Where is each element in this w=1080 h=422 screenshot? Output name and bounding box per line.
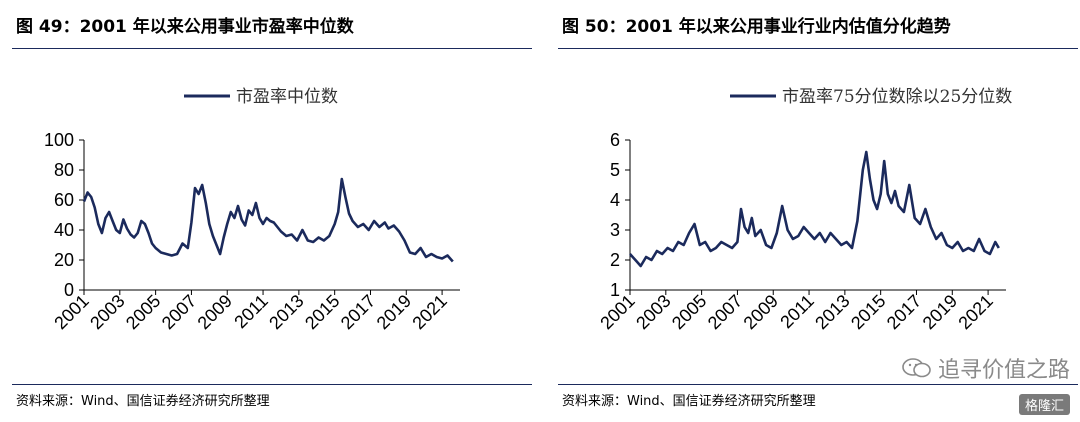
right-y-tick-label: 2 xyxy=(610,250,620,270)
left-x-tick-label: 2015 xyxy=(301,291,343,333)
right-x-tick-label: 2019 xyxy=(919,291,961,333)
right-title-rule xyxy=(558,48,1078,49)
left-chart-panel: 图 49：2001 年以来公用事业市盈率中位数 市盈率中位数 0 20 40 60 80 1… xyxy=(12,0,532,422)
left-y-tick-label: 80 xyxy=(54,160,74,180)
watermark: 追寻价值之路 xyxy=(902,352,1070,384)
right-series-line xyxy=(629,150,1000,268)
right-y-tick-label: 1 xyxy=(610,280,620,300)
left-y-tick-label: 60 xyxy=(54,190,74,210)
left-x-tick-label: 2021 xyxy=(408,291,450,333)
left-x-tick-label: 2019 xyxy=(373,291,415,333)
left-source-rule xyxy=(12,384,532,385)
right-y-tick-label: 6 xyxy=(610,130,620,150)
left-chart-svg: 市盈率中位数0204060801002001200320052007200920… xyxy=(44,87,460,333)
left-source-note: 资料来源：Wind、国信证券经济研究所整理 xyxy=(16,394,270,409)
left-x-tick-label: 2011 xyxy=(230,291,272,333)
right-x-tick-label: 2011 xyxy=(776,291,818,333)
watermark-text: 追寻价值之路 xyxy=(937,358,1070,383)
right-x-tick-label: 2009 xyxy=(740,291,782,333)
right-chart-title: 图 50：2001 年以来公用事业行业内估值分化趋势 xyxy=(562,17,951,37)
wechat-icon xyxy=(902,358,931,378)
right-source-rule xyxy=(558,384,1078,385)
watermark-badge: 格隆汇 xyxy=(1018,394,1070,415)
left-y-tick-label: 0 xyxy=(64,280,74,300)
right-x-tick-label: 2003 xyxy=(632,291,674,333)
left-x-tick-label: 2001 xyxy=(50,291,92,333)
right-y-tick-label: 3 xyxy=(610,220,620,240)
left-x-tick-label: 2003 xyxy=(86,291,128,333)
left-x-tick-label: 2007 xyxy=(158,291,200,333)
right-y-tick-label: 4 xyxy=(610,190,620,210)
right-chart-panel: 图 50：2001 年以来公用事业行业内估值分化趋势 市盈率75分位数除以25分… xyxy=(558,0,1078,422)
left-y-tick-label: 100 xyxy=(44,130,74,150)
left-chart-title: 图 49：2001 年以来公用事业市盈率中位数 xyxy=(16,17,354,37)
left-y-tick-label: 20 xyxy=(54,250,74,270)
right-x-tick-label: 2015 xyxy=(847,291,889,333)
left-x-tick-label: 2005 xyxy=(122,291,164,333)
right-source-note: 资料来源：Wind、国信证券经济研究所整理 xyxy=(562,394,816,409)
right-x-tick-label: 2005 xyxy=(668,291,710,333)
right-chart-svg: 市盈率75分位数除以25分位数 1 2 3 4 5 6 2001200320052007200… xyxy=(596,87,1012,333)
right-legend: 市盈率75分位数除以25分位数 xyxy=(730,87,1012,107)
left-x-tick-label: 2017 xyxy=(337,291,379,333)
right-y-tick-label: 5 xyxy=(610,160,620,180)
left-x-tick-label: 2013 xyxy=(265,291,307,333)
right-x-tick-label: 2013 xyxy=(811,291,853,333)
right-legend-label: 市盈率75分位数除以25分位数 xyxy=(782,87,1012,107)
right-x-tick-label: 2001 xyxy=(596,291,638,333)
right-x-tick-label: 2017 xyxy=(883,291,925,333)
right-x-tick-label: 2007 xyxy=(704,291,746,333)
left-y-tick-label: 40 xyxy=(54,220,74,240)
left-x-tick-label: 2009 xyxy=(194,291,236,333)
left-title-rule xyxy=(12,48,532,49)
left-series-line xyxy=(82,177,454,263)
left-legend: 市盈率中位数 xyxy=(184,87,338,107)
left-legend-label: 市盈率中位数 xyxy=(236,87,338,107)
right-x-tick-label: 2021 xyxy=(954,291,996,333)
